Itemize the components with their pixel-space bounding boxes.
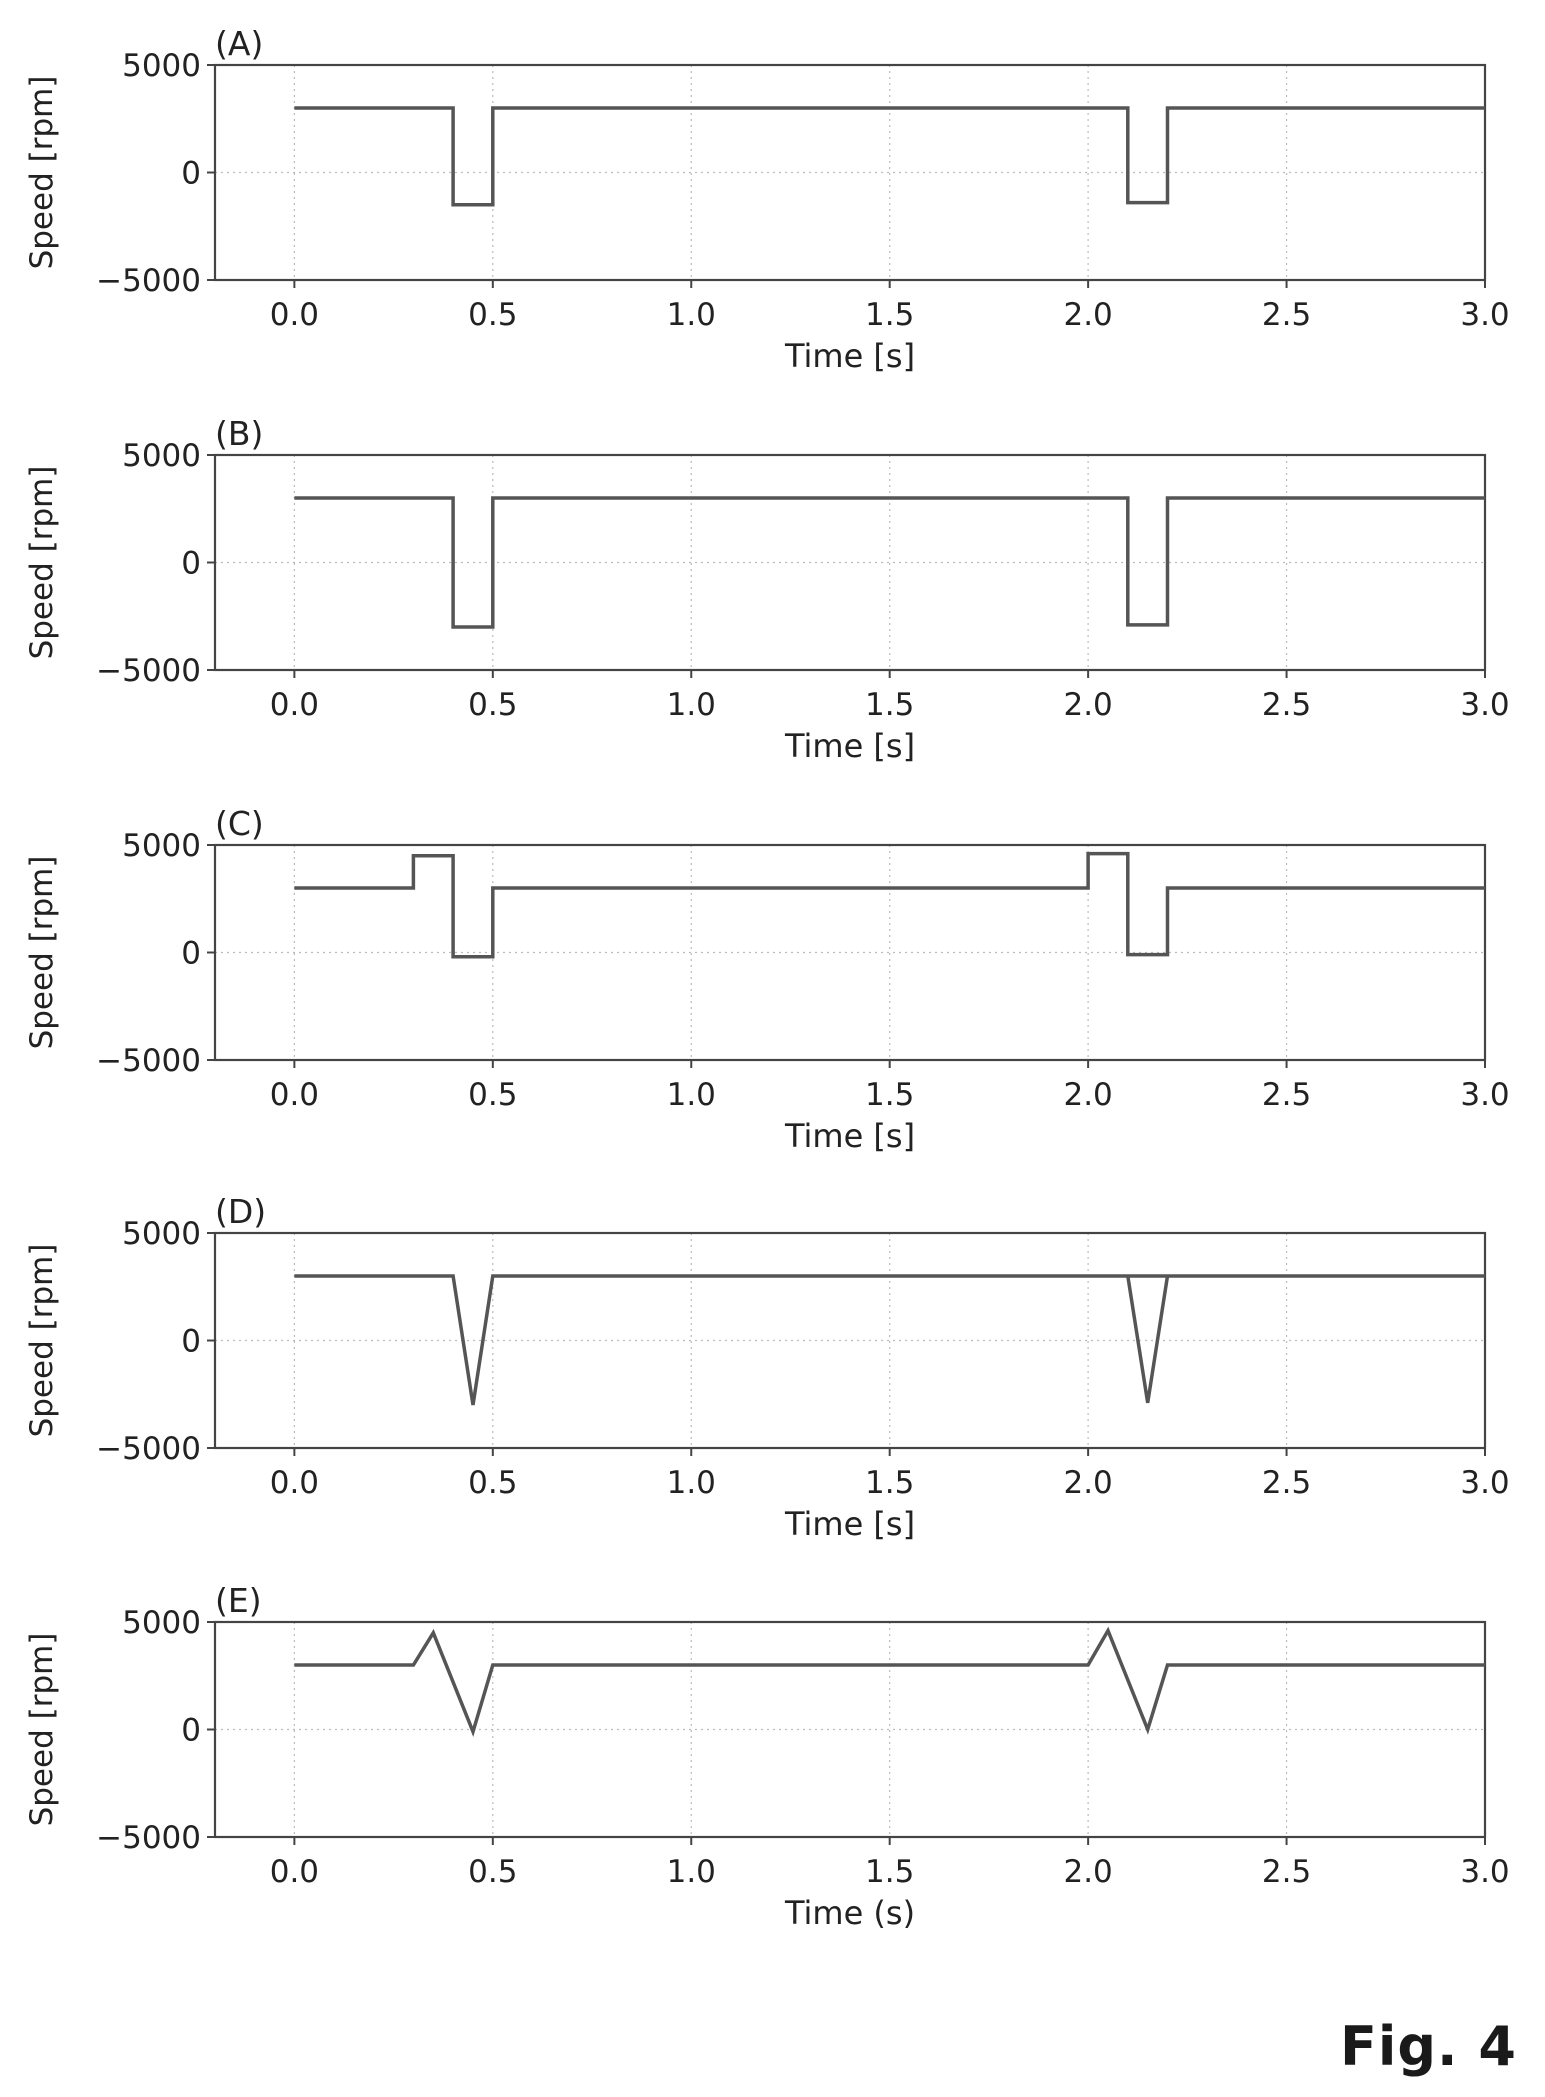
panel-label: (E) [215, 1581, 262, 1620]
x-tick-label: 2.5 [1262, 1854, 1311, 1890]
y-tick-label: −5000 [96, 263, 201, 299]
panel-label: (D) [215, 1192, 266, 1231]
speed-line [294, 1626, 1485, 1738]
y-tick-label: −5000 [96, 653, 201, 689]
x-tick-label: 2.5 [1262, 297, 1311, 333]
y-axis-label: Speed [rpm] [24, 466, 60, 660]
x-tick-label: 0.5 [468, 1465, 517, 1501]
x-tick-label: 2.0 [1063, 1854, 1112, 1890]
y-tick-label: −5000 [96, 1431, 201, 1467]
y-tick-label: 0 [181, 936, 201, 972]
x-tick-label: 1.5 [865, 687, 914, 723]
y-tick-label: 5000 [122, 1216, 201, 1252]
x-tick-label: 0.5 [468, 1854, 517, 1890]
x-tick-label: 0.5 [468, 297, 517, 333]
x-tick-label: 1.0 [667, 1465, 716, 1501]
x-axis-label: Time [s] [784, 1505, 915, 1543]
y-axis-label: Speed [rpm] [24, 856, 60, 1050]
x-tick-label: 1.0 [667, 1854, 716, 1890]
panel-e: 5000 0 −5000 0.0 0.5 1.0 1.5 2.0 2.5 3.0 Time (s) S… [24, 1581, 1510, 1932]
x-tick-label: 3.0 [1460, 1465, 1509, 1501]
x-tick-label: 2.5 [1262, 1077, 1311, 1113]
panel-c: 5000 0 −5000 0.0 0.5 1.0 1.5 2.0 2.5 3.0 Time [s] S… [24, 804, 1510, 1155]
x-tick-label: 0.0 [270, 1465, 319, 1501]
y-tick-label: −5000 [96, 1043, 201, 1079]
speed-line [294, 1274, 1485, 1406]
y-tick-label: 0 [181, 156, 201, 192]
panel-a: 5000 0 −5000 0.0 0.5 1.0 1.5 2.0 2.5 3.0 Time [s] S… [24, 24, 1510, 375]
plot-area [215, 455, 1485, 670]
x-tick-label: 0.5 [468, 1077, 517, 1113]
y-tick-label: 5000 [122, 438, 201, 474]
panel-b: 5000 0 −5000 0.0 0.5 1.0 1.5 2.0 2.5 3.0 Time [s] S… [24, 414, 1510, 765]
speed-line [294, 106, 1485, 207]
y-tick-label: −5000 [96, 1820, 201, 1856]
x-tick-label: 1.5 [865, 1465, 914, 1501]
x-tick-label: 3.0 [1460, 1077, 1509, 1113]
x-tick-label: 0.0 [270, 1854, 319, 1890]
x-tick-label: 1.5 [865, 1077, 914, 1113]
speed-line [294, 851, 1485, 959]
y-axis-label: Speed [rpm] [24, 1244, 60, 1438]
panel-label: (C) [215, 804, 264, 843]
x-tick-label: 1.5 [865, 1854, 914, 1890]
x-tick-label: 1.0 [667, 1077, 716, 1113]
x-axis-label: Time [s] [784, 727, 915, 765]
x-tick-label: 1.5 [865, 297, 914, 333]
x-axis-label: Time [s] [784, 1117, 915, 1155]
x-tick-label: 3.0 [1460, 687, 1509, 723]
x-tick-label: 1.0 [667, 687, 716, 723]
y-tick-label: 0 [181, 1713, 201, 1749]
plot-area [215, 1233, 1485, 1448]
plot-area [215, 845, 1485, 1060]
speed-line-overlay [1126, 1275, 1170, 1404]
x-tick-label: 2.5 [1262, 687, 1311, 723]
plot-area [215, 1622, 1485, 1837]
x-tick-label: 0.0 [270, 297, 319, 333]
y-tick-label: 0 [181, 1324, 201, 1360]
x-tick-label: 3.0 [1460, 297, 1509, 333]
y-axis-label: Speed [rpm] [24, 1633, 60, 1827]
x-tick-label: 2.0 [1063, 687, 1112, 723]
y-tick-label: 5000 [122, 828, 201, 864]
y-tick-label: 0 [181, 546, 201, 582]
x-tick-label: 2.0 [1063, 1465, 1112, 1501]
panel-label: (B) [215, 414, 263, 453]
x-tick-label: 0.0 [270, 1077, 319, 1113]
y-tick-label: 5000 [122, 1605, 201, 1641]
panel-label: (A) [215, 24, 263, 63]
panel-d: 5000 0 −5000 0.0 0.5 1.0 1.5 2.0 2.5 3.0 Time [s] S… [24, 1192, 1510, 1543]
speed-line [294, 496, 1485, 629]
x-tick-label: 2.5 [1262, 1465, 1311, 1501]
x-tick-label: 0.0 [270, 687, 319, 723]
x-axis-label: Time (s) [784, 1894, 915, 1932]
figure-caption: Fig. 4 [1340, 2015, 1517, 2078]
x-tick-label: 3.0 [1460, 1854, 1509, 1890]
x-tick-label: 2.0 [1063, 1077, 1112, 1113]
y-axis-label: Speed [rpm] [24, 76, 60, 270]
x-axis-label: Time [s] [784, 337, 915, 375]
x-tick-label: 1.0 [667, 297, 716, 333]
plot-area [215, 65, 1485, 280]
y-tick-label: 5000 [122, 48, 201, 84]
x-tick-label: 2.0 [1063, 297, 1112, 333]
x-tick-label: 0.5 [468, 687, 517, 723]
